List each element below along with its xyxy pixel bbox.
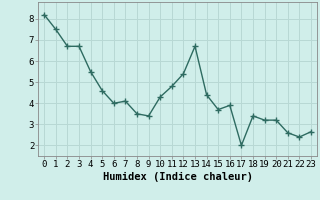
X-axis label: Humidex (Indice chaleur): Humidex (Indice chaleur) (103, 172, 252, 182)
